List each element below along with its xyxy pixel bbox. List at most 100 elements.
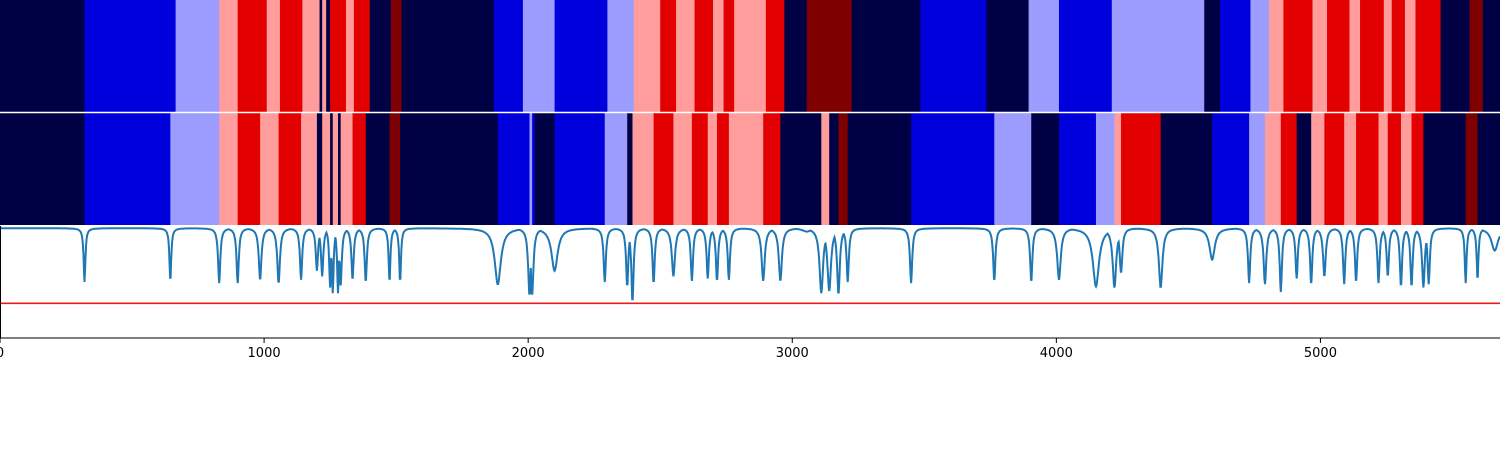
row-1-segment [713, 0, 725, 112]
row-1-segment [522, 0, 556, 112]
row-2-segment [330, 113, 334, 225]
row-2-segment [763, 113, 781, 225]
row-2-segment [532, 113, 536, 225]
row-2-segment [352, 113, 367, 225]
row-2-segment [237, 113, 261, 225]
heatmap-row-1 [0, 0, 1500, 112]
row-2-segment [911, 113, 995, 225]
row-2-segment [1264, 113, 1282, 225]
row-2-segment [1058, 113, 1097, 225]
row-1-segment [1391, 0, 1406, 112]
row-2-segment [332, 113, 339, 225]
row-1-segment [326, 0, 331, 112]
line-panel-background [0, 226, 1500, 338]
row-2-segment [1031, 113, 1060, 225]
row-1-segment [237, 0, 268, 112]
row-1-segment [734, 0, 767, 112]
row-2-segment [365, 113, 391, 225]
row-1-segment [1111, 0, 1205, 112]
row-1-segment [1360, 0, 1385, 112]
row-2-segment [1465, 113, 1479, 225]
row-1-segment [676, 0, 696, 112]
row-2-segment [219, 113, 239, 225]
row-1-segment [1312, 0, 1328, 112]
row-1-segment [369, 0, 392, 112]
row-2-segment [821, 113, 830, 225]
row-1-segment [1469, 0, 1484, 112]
row-2-segment [1296, 113, 1312, 225]
x-tick-label: 1000 [248, 346, 281, 361]
row-1-segment [353, 0, 371, 112]
row-2-segment [1121, 113, 1162, 225]
row-2-segment [0, 113, 86, 225]
row-2-segment [1160, 113, 1213, 225]
row-2-segment [707, 113, 718, 225]
row-2-segment [534, 113, 556, 225]
row-1-segment [84, 0, 177, 112]
row-1-segment [0, 0, 86, 112]
line-panel [0, 226, 1500, 339]
row-1-segment [345, 0, 355, 112]
row-1-segment [1283, 0, 1314, 112]
row-2-segment [691, 113, 709, 225]
row-2-segment [301, 113, 318, 225]
row-2-segment [847, 113, 912, 225]
row-2-segment [340, 113, 354, 225]
row-1-segment [1383, 0, 1393, 112]
row-1-segment [660, 0, 677, 112]
row-1-segment [986, 0, 1030, 112]
row-1-segment [390, 0, 403, 112]
row-2-segment [829, 113, 840, 225]
row-2-segment [170, 113, 220, 225]
row-2-segment [322, 113, 331, 225]
row-2-segment [529, 113, 533, 225]
row-2-segment [627, 113, 634, 225]
row-2-segment [338, 113, 342, 225]
row-1-segment [266, 0, 281, 112]
row-1-segment [1415, 0, 1442, 112]
row-1-segment [1404, 0, 1417, 112]
row-1-segment [1482, 0, 1500, 112]
row-2-segment [1378, 113, 1389, 225]
row-2-segment [1212, 113, 1250, 225]
row-2-segment [278, 113, 302, 225]
row-2-segment [780, 113, 822, 225]
row-2-segment [994, 113, 1032, 225]
row-2-segment [1324, 113, 1345, 225]
row-2-segment [716, 113, 730, 225]
row-1-segment [1327, 0, 1351, 112]
row-1-segment [1220, 0, 1252, 112]
row-1-segment [1349, 0, 1361, 112]
row-1-segment [1440, 0, 1471, 112]
row-2-segment [838, 113, 849, 225]
row-2-segment [1280, 113, 1298, 225]
row-2-segment [673, 113, 693, 225]
row-1-segment [175, 0, 220, 112]
row-2-segment [728, 113, 764, 225]
row-1-segment [851, 0, 921, 112]
row-1-segment [330, 0, 347, 112]
heatmap-row-2 [0, 113, 1500, 225]
row-1-segment [302, 0, 321, 112]
row-1-segment [1268, 0, 1285, 112]
row-2-segment [632, 113, 655, 225]
row-1-segment [493, 0, 524, 112]
row-2-segment [1249, 113, 1266, 225]
row-2-segment [1400, 113, 1413, 225]
row-2-segment [1387, 113, 1402, 225]
row-1-segment [765, 0, 785, 112]
row-1-segment [279, 0, 303, 112]
row-2-segment [1095, 113, 1116, 225]
row-1-segment [1028, 0, 1060, 112]
row-2-segment [1411, 113, 1425, 225]
row-2-segment [84, 113, 171, 225]
x-tick-label: 2000 [512, 346, 545, 361]
row-2-segment [497, 113, 531, 225]
row-1-segment [219, 0, 239, 112]
row-1-segment [1250, 0, 1270, 112]
row-1-segment [554, 0, 608, 112]
row-1-segment [784, 0, 808, 112]
row-1-segment [920, 0, 987, 112]
row-2-segment [316, 113, 323, 225]
